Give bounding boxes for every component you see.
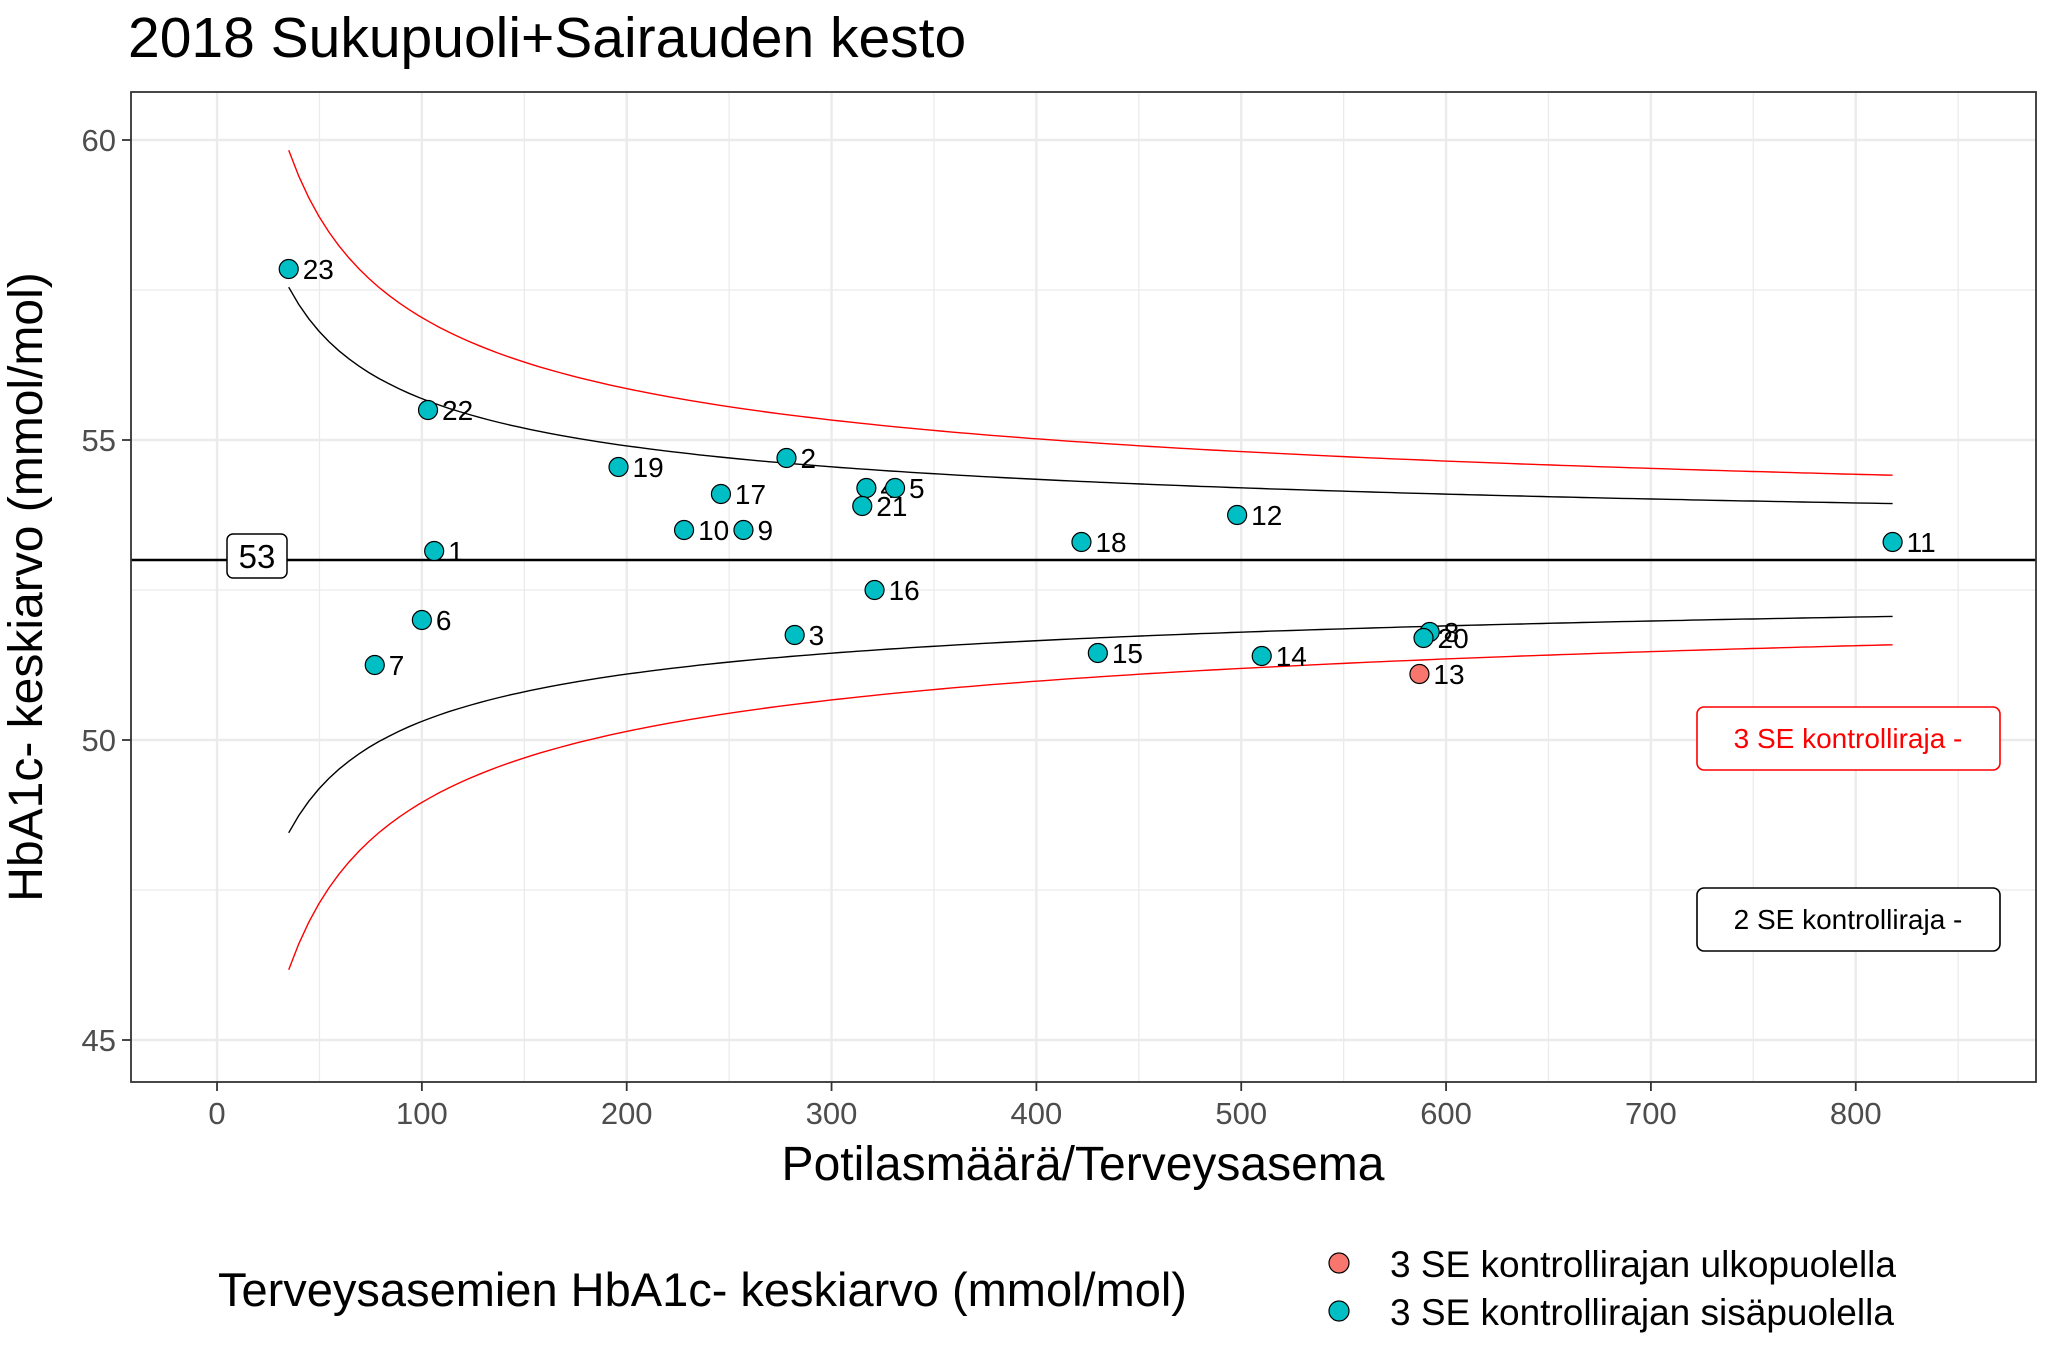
data-point-label: 14 — [1276, 641, 1307, 672]
data-point-label: 2 — [800, 443, 816, 474]
x-axis: 0 100 200 300 400 500 600 700 800 — [208, 1082, 1882, 1131]
plot-border — [130, 91, 2037, 1083]
data-point-label: 22 — [442, 395, 473, 426]
x-tick-label: 500 — [1215, 1096, 1267, 1131]
data-point-label: 15 — [1112, 638, 1143, 669]
data-point-label: 5 — [909, 473, 925, 504]
data-point-label: 16 — [889, 575, 920, 606]
data-point-label: 20 — [1438, 623, 1469, 654]
data-point — [673, 519, 695, 541]
data-point-label: 23 — [303, 254, 334, 285]
legend-key-inside — [1328, 1300, 1350, 1322]
data-point — [1087, 642, 1108, 664]
legend-label-inside: 3 SE kontrollirajan sisäpuolella — [1390, 1292, 1894, 1333]
data-point — [1409, 663, 1430, 685]
se3-limit-label: 3 SE kontrolliraja - — [1734, 723, 1963, 754]
se3-upper-limit-curve — [288, 150, 1893, 476]
data-point-label: 19 — [633, 452, 664, 483]
data-point-label: 21 — [876, 491, 907, 522]
data-point — [864, 579, 885, 601]
data-point — [424, 540, 445, 562]
se3-limit-label-frame — [1696, 706, 2001, 771]
data-points: 1312345678910111214151617181920212223 — [278, 254, 1936, 690]
data-point-label: 7 — [389, 650, 405, 681]
mean-label: 53 — [239, 538, 276, 575]
data-point-label: 12 — [1251, 500, 1282, 531]
data-point — [1251, 645, 1272, 667]
se2-limit-label: 2 SE kontrolliraja - — [1734, 904, 1963, 935]
data-point-label: 10 — [698, 515, 729, 546]
data-point — [852, 495, 873, 517]
legend: Terveysasemien HbA1c- keskiarvo (mmol/mo… — [218, 1244, 1896, 1333]
data-point-label: 11 — [1907, 527, 1936, 558]
x-tick-label: 600 — [1420, 1096, 1472, 1131]
mean-label-frame — [226, 533, 288, 579]
data-point — [856, 477, 877, 499]
data-point-label: 17 — [735, 479, 766, 510]
se2-lower-limit-curve — [288, 615, 1893, 834]
legend-label-outside: 3 SE kontrollirajan ulkopuolella — [1390, 1244, 1896, 1285]
data-point-label: 6 — [436, 605, 452, 636]
x-tick-label: 200 — [601, 1096, 653, 1131]
data-point-label: 3 — [809, 620, 825, 651]
x-tick-label: 400 — [1011, 1096, 1063, 1131]
y-axis: 45 50 55 60 — [82, 123, 131, 1058]
data-point — [784, 624, 805, 646]
data-point — [884, 477, 906, 499]
data-point — [278, 258, 299, 280]
data-point — [417, 399, 439, 421]
legend-title: Terveysasemien HbA1c- keskiarvo (mmol/mo… — [218, 1263, 1187, 1316]
data-point — [608, 456, 629, 478]
y-axis-title: HbA1c- keskiarvo (mmol/mol) — [0, 272, 53, 901]
chart-title: 2018 Sukupuoli+Sairauden kesto — [128, 6, 966, 70]
se2-limit-label-frame — [1696, 887, 2001, 952]
data-point — [1882, 531, 1903, 553]
data-point — [710, 483, 732, 505]
x-tick-label: 700 — [1625, 1096, 1677, 1131]
data-point-label: 13 — [1433, 659, 1464, 690]
mean-label-box: 53 — [226, 533, 288, 579]
grid-major — [131, 92, 2036, 1082]
data-point — [733, 519, 754, 541]
legend-key-outside — [1328, 1252, 1350, 1274]
x-tick-label: 100 — [396, 1096, 448, 1131]
data-point — [364, 654, 385, 676]
data-point-label: 8 — [1444, 617, 1460, 648]
data-point — [1071, 531, 1092, 553]
y-tick-label: 60 — [82, 123, 116, 158]
y-tick-label: 45 — [82, 1023, 116, 1058]
x-axis-title: Potilasmäärä/Terveysasema — [782, 1138, 1385, 1191]
data-point — [411, 609, 432, 631]
y-tick-label: 55 — [82, 423, 116, 458]
data-point — [1227, 504, 1248, 526]
x-tick-label: 300 — [806, 1096, 858, 1131]
se3-limit-label-box: 3 SE kontrolliraja - — [1696, 706, 2001, 771]
data-point — [1413, 627, 1434, 649]
control-limit-curves — [288, 150, 1893, 970]
data-point-label: 18 — [1095, 527, 1126, 558]
data-point-label: 9 — [757, 515, 773, 546]
se2-limit-label-box: 2 SE kontrolliraja - — [1696, 887, 2001, 952]
se2-upper-limit-curve — [288, 286, 1893, 505]
data-point-label: 1 — [448, 536, 464, 567]
se3-lower-limit-curve — [288, 644, 1893, 970]
y-tick-label: 50 — [82, 723, 116, 758]
x-tick-label: 0 — [208, 1096, 225, 1131]
data-point — [776, 447, 797, 469]
x-tick-label: 800 — [1830, 1096, 1882, 1131]
